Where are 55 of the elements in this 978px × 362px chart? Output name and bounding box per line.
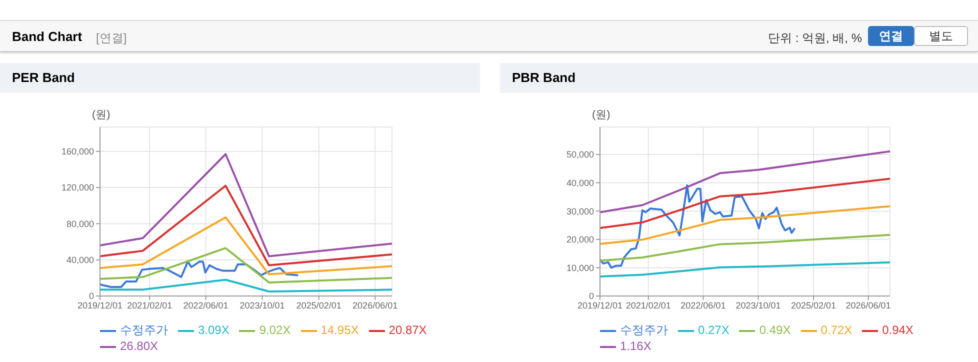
y-tick-label: 80,000 <box>66 218 94 229</box>
y-tick-label: 120,000 <box>61 182 94 193</box>
line-series <box>600 178 890 230</box>
y-axis-title: (원) <box>92 108 110 122</box>
x-tick-label: 2023/10/01 <box>736 300 781 310</box>
x-tick-label: 2025/02/01 <box>790 300 836 310</box>
legend-label: 9.02X <box>259 323 291 337</box>
line-series <box>100 260 300 288</box>
text: 별도 <box>914 26 968 46</box>
line-series <box>100 247 392 284</box>
legend-label: 0.72X <box>820 323 852 337</box>
line-series <box>600 261 890 278</box>
legend-label: 수정주가 <box>120 323 168 337</box>
text: 연결 <box>868 26 914 46</box>
x-tick-label: 2021/02/01 <box>626 300 671 310</box>
legend-label: 1.16X <box>620 339 652 354</box>
y-tick-label: 50,000 <box>566 150 594 160</box>
y-tick-label: 20,000 <box>566 234 594 245</box>
y-tick-label: 40,000 <box>566 178 594 188</box>
legend-label: 0.94X <box>882 323 914 337</box>
legend-label: 수정주가 <box>620 323 668 337</box>
line-series <box>600 184 796 269</box>
x-tick-label: 2022/06/01 <box>183 300 228 310</box>
legend-label: 20.87X <box>388 323 427 337</box>
y-tick-label: 30,000 <box>566 206 594 216</box>
line-series <box>600 205 890 245</box>
line-series <box>100 153 392 258</box>
y-tick-label: 160,000 <box>61 146 94 157</box>
x-tick-label: 2026/06/01 <box>846 300 891 310</box>
y-tick-label: 40,000 <box>66 255 94 266</box>
x-tick-label: 2019/12/01 <box>577 300 623 310</box>
x-tick-label: 2026/06/01 <box>352 300 398 310</box>
legend-label: 0.49X <box>759 323 791 337</box>
legend-label: 0.27X <box>698 323 730 337</box>
line-series <box>100 184 392 266</box>
legend-label: 14.95X <box>320 323 359 337</box>
line-series <box>600 234 890 262</box>
x-tick-label: 2022/06/01 <box>680 300 726 310</box>
line-series <box>100 216 392 276</box>
y-axis-title: (원) <box>592 108 610 122</box>
text: 단위 : 억원, 배, % <box>768 30 862 47</box>
x-tick-label: 2021/02/01 <box>127 300 172 310</box>
y-tick-label: 10,000 <box>566 262 594 273</box>
chart-title: PER Band <box>0 63 480 93</box>
legend-label: 26.80X <box>120 339 158 354</box>
y-tick-label: 0 <box>588 291 594 302</box>
text: Band Chart <box>12 29 82 44</box>
x-tick-label: 2025/02/01 <box>296 300 342 310</box>
x-tick-label: 2019/12/01 <box>77 300 123 310</box>
text: [연결] <box>96 30 127 47</box>
legend-label: 3.09X <box>198 323 230 337</box>
chart-title: PBR Band <box>500 63 978 93</box>
x-tick-label: 2023/10/01 <box>240 300 285 310</box>
y-tick-label: 0 <box>88 291 94 302</box>
line-series <box>600 150 890 214</box>
